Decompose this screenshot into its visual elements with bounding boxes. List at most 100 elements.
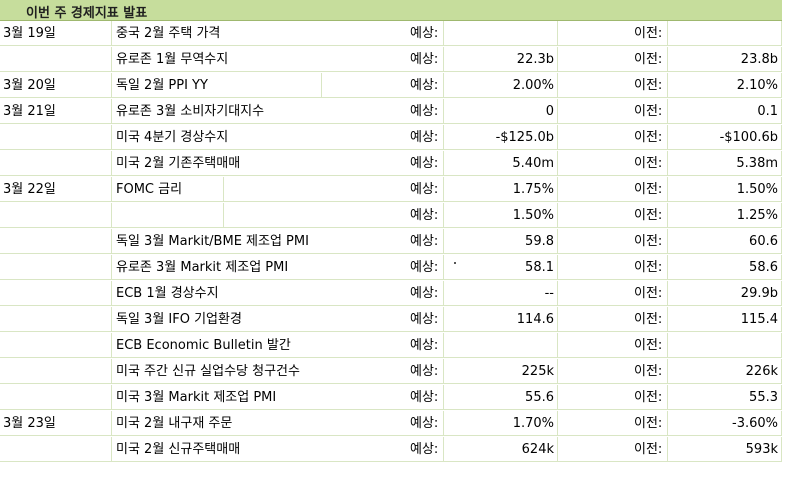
event-cell: 독일 3월 Markit/BME 제조업 PMI (112, 229, 444, 254)
forecast-value: 0 (444, 99, 558, 124)
previous-label-cell (558, 177, 668, 202)
forecast-label: 예상: (410, 312, 439, 327)
forecast-value: 5.40m (444, 151, 558, 176)
sheet-title: 이번 주 경제지표 발표 (26, 6, 148, 21)
event-cell: FOMC 금리 (112, 177, 224, 202)
forecast-value: 55.6 (444, 385, 558, 410)
stray-dot (454, 262, 456, 264)
date-cell (0, 255, 112, 280)
previous-label: 이전: (634, 364, 663, 379)
event-cell: 유로존 3월 Markit 제조업 PMI (112, 255, 444, 280)
event-cell: 미국 주간 신규 실업수당 청구건수 (112, 359, 444, 384)
event-cell: 미국 2월 내구재 주문 (112, 411, 444, 436)
forecast-value: 58.1 (444, 255, 558, 280)
date-cell: 3월 21일 (0, 99, 112, 124)
date-cell: 3월 22일 (0, 177, 112, 202)
forecast-label: 예상: (410, 286, 439, 301)
event-cell: 미국 2월 기존주택매매 (112, 151, 444, 176)
previous-label-cell (558, 385, 668, 410)
previous-value: -$100.6b (668, 125, 782, 150)
forecast-label: 예상: (410, 260, 439, 275)
date-cell (0, 47, 112, 72)
previous-label-cell (558, 203, 668, 228)
previous-label: 이전: (634, 208, 663, 223)
table-row: 유로존 3월 Markit 제조업 PMI 예상: 58.1 이전: 58.6 (0, 255, 787, 281)
date-cell (0, 437, 112, 462)
event-cell: 유로존 3월 소비자기대지수 (112, 99, 444, 124)
previous-label-cell (558, 151, 668, 176)
event-cell: 미국 2월 신규주택매매 (112, 437, 444, 462)
forecast-value: -- (444, 281, 558, 306)
previous-label: 이전: (634, 156, 663, 171)
event-subcell (224, 177, 444, 202)
previous-label-cell (558, 125, 668, 150)
previous-label: 이전: (634, 416, 663, 431)
table-row: 미국 4분기 경상수지 예상: -$125.0b 이전: -$100.6b (0, 125, 787, 151)
event-cell: 독일 2월 PPI YY (112, 73, 322, 98)
table-row: 미국 주간 신규 실업수당 청구건수 예상: 225k 이전: 226k (0, 359, 787, 385)
date-cell (0, 203, 112, 228)
date-cell (0, 359, 112, 384)
previous-value (668, 21, 782, 46)
forecast-label: 예상: (410, 390, 439, 405)
event-cell: ECB Economic Bulletin 발간 (112, 333, 444, 358)
previous-label-cell (558, 359, 668, 384)
previous-value: 60.6 (668, 229, 782, 254)
forecast-value: 225k (444, 359, 558, 384)
forecast-label: 예상: (410, 442, 439, 457)
table-row: ECB 1월 경상수지 예상: -- 이전: 29.9b (0, 281, 787, 307)
previous-value: 1.25% (668, 203, 782, 228)
forecast-value: 1.70% (444, 411, 558, 436)
table-row: ECB Economic Bulletin 발간 예상: 이전: (0, 333, 787, 359)
previous-value: 5.38m (668, 151, 782, 176)
table-row: 독일 3월 Markit/BME 제조업 PMI 예상: 59.8 이전: 60.6 (0, 229, 787, 255)
previous-value: 1.50% (668, 177, 782, 202)
previous-label: 이전: (634, 182, 663, 197)
event-cell: 미국 3월 Markit 제조업 PMI (112, 385, 444, 410)
forecast-value: 1.50% (444, 203, 558, 228)
previous-label: 이전: (634, 104, 663, 119)
forecast-label: 예상: (410, 364, 439, 379)
previous-label: 이전: (634, 442, 663, 457)
table-row: 미국 3월 Markit 제조업 PMI 예상: 55.6 이전: 55.3 (0, 385, 787, 411)
forecast-label: 예상: (410, 130, 439, 145)
previous-label-cell (558, 437, 668, 462)
previous-label-cell (558, 73, 668, 98)
table-row: 3월 21일 유로존 3월 소비자기대지수 예상: 0 이전: 0.1 (0, 99, 787, 125)
previous-value: 55.3 (668, 385, 782, 410)
previous-label: 이전: (634, 26, 663, 41)
date-cell (0, 151, 112, 176)
previous-value: 0.1 (668, 99, 782, 124)
forecast-label: 예상: (410, 78, 439, 93)
previous-value: 593k (668, 437, 782, 462)
date-cell (0, 333, 112, 358)
table-row: 독일 3월 IFO 기업환경 예상: 114.6 이전: 115.4 (0, 307, 787, 333)
date-cell (0, 281, 112, 306)
date-cell: 3월 20일 (0, 73, 112, 98)
forecast-label: 예상: (410, 156, 439, 171)
forecast-label: 예상: (410, 104, 439, 119)
previous-label: 이전: (634, 234, 663, 249)
forecast-label: 예상: (410, 338, 439, 353)
event-cell: ECB 1월 경상수지 (112, 281, 444, 306)
forecast-label: 예상: (410, 208, 439, 223)
forecast-value: 22.3b (444, 47, 558, 72)
table-row: 유로존 1월 무역수지 예상: 22.3b 이전: 23.8b (0, 47, 787, 73)
previous-label: 이전: (634, 130, 663, 145)
forecast-label: 예상: (410, 52, 439, 67)
table-row: 예상: 1.50% 이전: 1.25% (0, 203, 787, 229)
previous-label: 이전: (634, 390, 663, 405)
title-bar: 이번 주 경제지표 발표 (0, 0, 782, 21)
previous-value: 2.10% (668, 73, 782, 98)
forecast-value: 59.8 (444, 229, 558, 254)
forecast-value: 624k (444, 437, 558, 462)
event-subcell (322, 73, 444, 98)
previous-value: 115.4 (668, 307, 782, 332)
event-cell: 독일 3월 IFO 기업환경 (112, 307, 444, 332)
previous-label-cell (558, 229, 668, 254)
forecast-value (444, 21, 558, 46)
forecast-value (444, 333, 558, 358)
previous-value: 23.8b (668, 47, 782, 72)
forecast-value: -$125.0b (444, 125, 558, 150)
